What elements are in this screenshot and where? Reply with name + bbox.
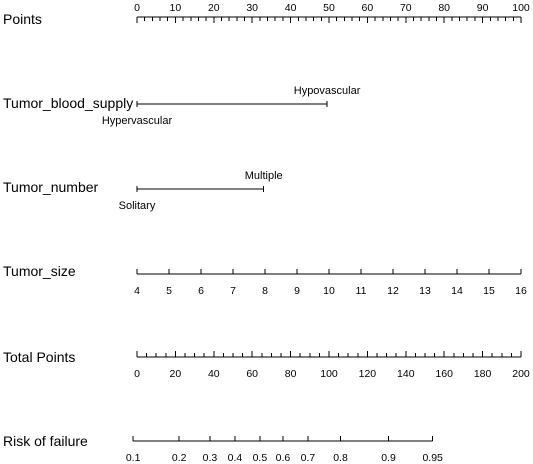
points-tick-label: 30 — [246, 2, 258, 14]
level-label-solitary: Solitary — [119, 200, 156, 212]
total-points-tick-label: 100 — [320, 368, 338, 380]
risk-tick-label: 0.6 — [276, 452, 291, 464]
risk-tick-label: 0.4 — [228, 452, 243, 464]
tumor-size-tick-label: 9 — [294, 285, 300, 297]
risk-tick-label: 0.3 — [203, 452, 218, 464]
tumor-size-tick-label: 11 — [356, 285, 367, 297]
total-points-tick-label: 200 — [512, 368, 530, 380]
points-tick-label: 50 — [323, 2, 335, 14]
points-tick-label: 80 — [438, 2, 450, 14]
total-points-tick-label: 160 — [435, 368, 453, 380]
total-points-row-label: Total Points — [3, 349, 75, 365]
total-points-tick-label: 40 — [208, 368, 220, 380]
total-points-tick-label: 0 — [134, 368, 140, 380]
points-tick-label: 20 — [208, 2, 220, 14]
total-points-tick-label: 120 — [359, 368, 377, 380]
total-points-tick-label: 180 — [474, 368, 492, 380]
tumor-size-tick-label: 5 — [166, 285, 172, 297]
tumor-size-tick-label: 8 — [262, 285, 268, 297]
risk-tick-label: 0.8 — [333, 452, 348, 464]
risk-tick-label: 0.9 — [381, 452, 396, 464]
total-points-tick-label: 80 — [285, 368, 297, 380]
total-points-tick-label: 140 — [397, 368, 415, 380]
risk-tick-label: 0.7 — [301, 452, 316, 464]
points-tick-label: 70 — [400, 2, 412, 14]
total-points-tick-label: 20 — [170, 368, 182, 380]
tumor-size-tick-label: 10 — [323, 285, 335, 297]
risk-of-failure-row-label: Risk of failure — [3, 433, 88, 449]
points-tick-label: 90 — [477, 2, 489, 14]
points-tick-label: 10 — [170, 2, 182, 14]
risk-tick-label: 0.1 — [126, 452, 141, 464]
tumor-size-tick-label: 12 — [387, 285, 399, 297]
tumor-size-tick-label: 13 — [419, 285, 431, 297]
tumor-size-tick-label: 4 — [134, 285, 140, 297]
tumor-size-tick-label: 14 — [451, 285, 463, 297]
level-label-multiple: Multiple — [245, 170, 283, 182]
points-row-label: Points — [3, 11, 42, 27]
level-label-hypovascular: Hypovascular — [294, 85, 361, 97]
tumor-size-tick-label: 16 — [515, 285, 527, 297]
points-tick-label: 60 — [362, 2, 374, 14]
tumor-blood-supply-row-label: Tumor_blood_supply — [3, 95, 133, 111]
tumor-size-row-label: Tumor_size — [3, 263, 76, 279]
points-tick-label: 100 — [512, 2, 530, 14]
total-points-tick-label: 60 — [246, 368, 258, 380]
tumor-size-tick-label: 6 — [198, 285, 204, 297]
points-tick-label: 0 — [134, 2, 140, 14]
risk-tick-label: 0.2 — [172, 452, 187, 464]
risk-tick-label: 0.5 — [253, 452, 268, 464]
nomogram-marks: 0 10 20 30 40 50 60 70 80 90 100HypervascularHypov… — [102, 2, 530, 464]
tumor-size-tick-label: 7 — [230, 285, 236, 297]
level-label-hypervascular: Hypervascular — [102, 115, 173, 127]
row-labels: Points Tumor_blood_supply Tumor_number T… — [3, 11, 133, 449]
points-tick-label: 40 — [285, 2, 297, 14]
tumor-number-row-label: Tumor_number — [3, 179, 99, 195]
tumor-size-tick-label: 15 — [483, 285, 495, 297]
risk-tick-label: 0.95 — [422, 452, 443, 464]
